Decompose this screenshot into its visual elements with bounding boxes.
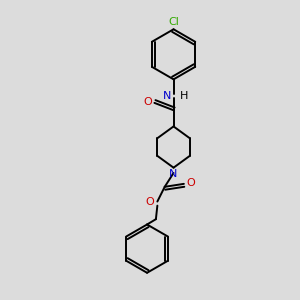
Text: O: O: [187, 178, 196, 188]
Text: O: O: [143, 97, 152, 107]
Text: O: O: [145, 196, 154, 206]
Text: N: N: [169, 169, 178, 179]
Text: H: H: [180, 91, 188, 100]
Text: N: N: [163, 91, 171, 100]
Text: Cl: Cl: [168, 17, 179, 27]
